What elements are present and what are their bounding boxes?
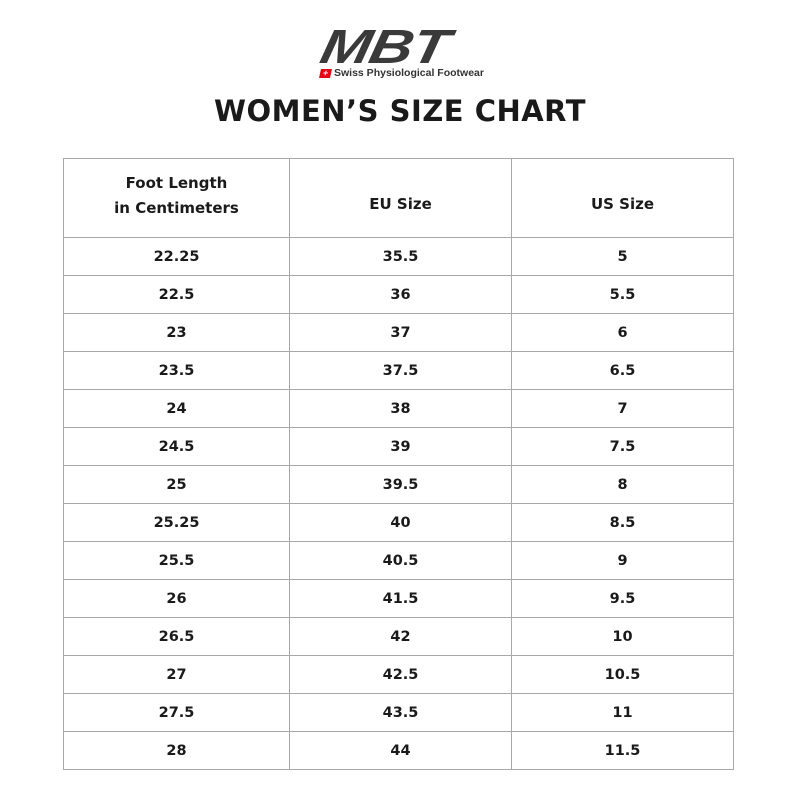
foot-length-cell: 27.5	[63, 693, 290, 732]
table-row: 28 44 11.5	[63, 731, 734, 770]
foot-length-cell: 23.5	[63, 351, 290, 390]
logo-tagline: Swiss Physiological Footwear	[334, 67, 484, 79]
eu-size-cell: 42	[289, 617, 512, 656]
foot-length-cell: 22.25	[63, 237, 290, 276]
eu-size-cell: 37	[289, 313, 512, 352]
us-size-cell: 8.5	[511, 503, 734, 542]
eu-size-cell: 36	[289, 275, 512, 314]
table-row: 27 42.5 10.5	[63, 655, 734, 694]
eu-size-cell: 37.5	[289, 351, 512, 390]
us-size-cell: 10	[511, 617, 734, 656]
logo-tagline-row: + Swiss Physiological Footwear	[319, 67, 484, 79]
table-row: 25.5 40.5 9	[63, 541, 734, 580]
eu-size-cell: 39	[289, 427, 512, 466]
table-row: 25.25 40 8.5	[63, 503, 734, 542]
table-row: 24 38 7	[63, 389, 734, 428]
table-header-row: Foot Length in Centimeters EU Size US Si…	[63, 158, 734, 238]
us-size-cell: 7	[511, 389, 734, 428]
foot-length-cell: 24	[63, 389, 290, 428]
eu-size-cell: 39.5	[289, 465, 512, 504]
eu-size-cell: 40.5	[289, 541, 512, 580]
foot-length-cell: 25	[63, 465, 290, 504]
table-row: 22.25 35.5 5	[63, 237, 734, 276]
table-row: 25 39.5 8	[63, 465, 734, 504]
table-row: 24.5 39 7.5	[63, 427, 734, 466]
eu-size-cell: 35.5	[289, 237, 512, 276]
header-us-size: US Size	[511, 158, 734, 238]
eu-size-cell: 43.5	[289, 693, 512, 732]
foot-length-cell: 25.5	[63, 541, 290, 580]
logo-wordmark: MBT	[315, 21, 454, 74]
foot-length-cell: 27	[63, 655, 290, 694]
size-chart-table: Foot Length in Centimeters EU Size US Si…	[63, 158, 734, 770]
eu-size-cell: 40	[289, 503, 512, 542]
eu-size-cell: 38	[289, 389, 512, 428]
us-size-cell: 9.5	[511, 579, 734, 618]
table-row: 26.5 42 10	[63, 617, 734, 656]
table-row: 26 41.5 9.5	[63, 579, 734, 618]
eu-size-cell: 42.5	[289, 655, 512, 694]
foot-length-cell: 22.5	[63, 275, 290, 314]
eu-size-cell: 44	[289, 731, 512, 770]
table-row: 23 37 6	[63, 313, 734, 352]
foot-length-cell: 26.5	[63, 617, 290, 656]
foot-length-cell: 24.5	[63, 427, 290, 466]
table-row: 23.5 37.5 6.5	[63, 351, 734, 390]
foot-length-cell: 23	[63, 313, 290, 352]
swiss-cross-icon: +	[319, 68, 332, 78]
table-row: 22.5 36 5.5	[63, 275, 734, 314]
us-size-cell: 5.5	[511, 275, 734, 314]
us-size-cell: 11.5	[511, 731, 734, 770]
us-size-cell: 8	[511, 465, 734, 504]
us-size-cell: 5	[511, 237, 734, 276]
foot-length-cell: 28	[63, 731, 290, 770]
us-size-cell: 6.5	[511, 351, 734, 390]
header-foot-length: Foot Length in Centimeters	[63, 158, 290, 238]
mbt-logo: MBT + Swiss Physiological Footwear	[315, 21, 484, 82]
table-row: 27.5 43.5 11	[63, 693, 734, 732]
page-title: WOMEN’S SIZE CHART	[214, 94, 586, 128]
us-size-cell: 11	[511, 693, 734, 732]
header-eu-size: EU Size	[289, 158, 512, 238]
us-size-cell: 7.5	[511, 427, 734, 466]
foot-length-cell: 25.25	[63, 503, 290, 542]
us-size-cell: 9	[511, 541, 734, 580]
us-size-cell: 10.5	[511, 655, 734, 694]
eu-size-cell: 41.5	[289, 579, 512, 618]
us-size-cell: 6	[511, 313, 734, 352]
foot-length-cell: 26	[63, 579, 290, 618]
